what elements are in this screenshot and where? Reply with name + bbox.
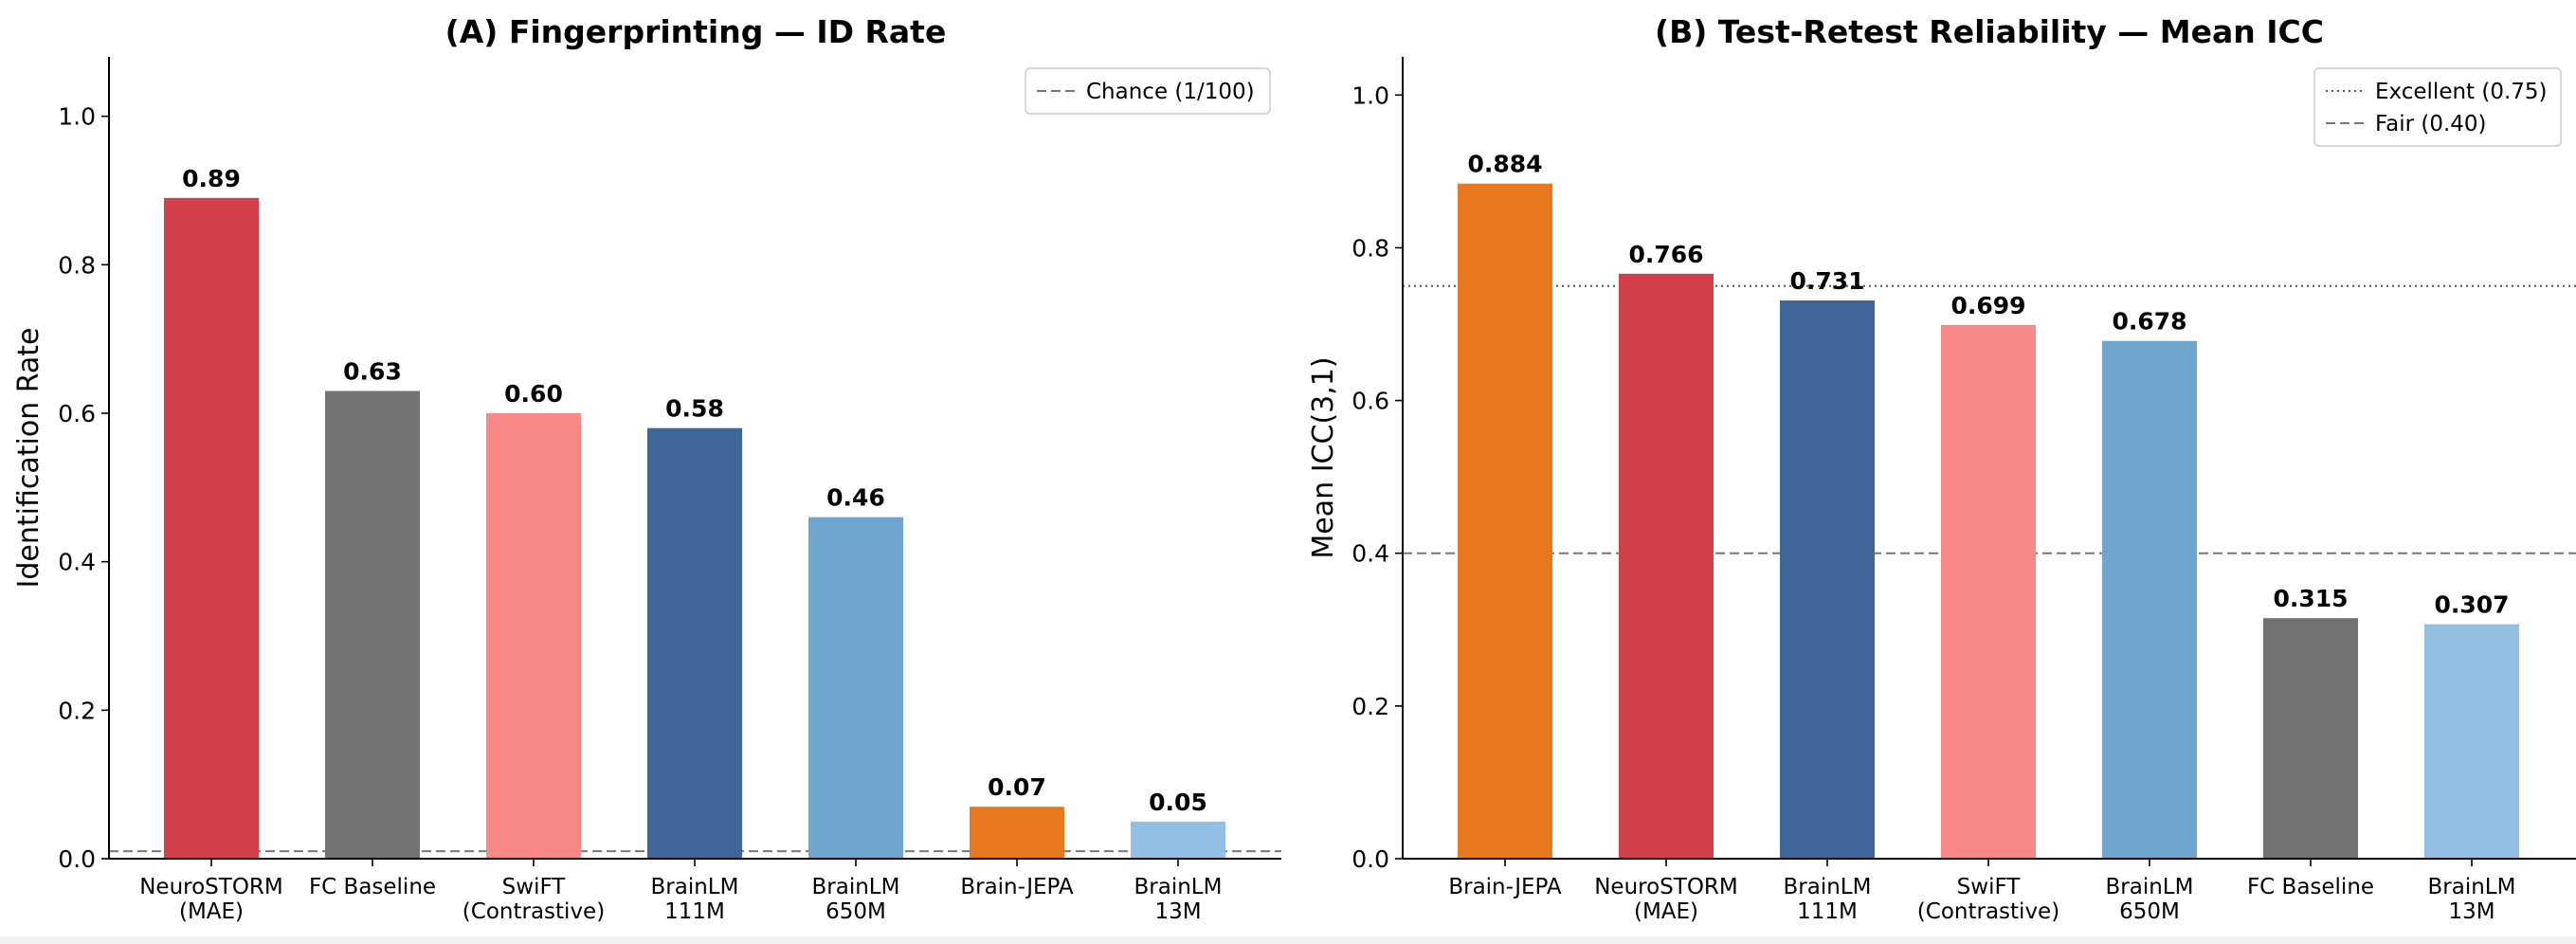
chart-1-category-label-4-line-0: BrainLM <box>2106 875 2194 899</box>
chart-0-y-tick-label-4: 0.8 <box>58 251 96 279</box>
chart-1-legend-box <box>2313 67 2562 147</box>
chart-0-bar-3 <box>647 427 742 859</box>
chart-0-title: (A) Fingerprinting — ID Rate <box>445 13 947 50</box>
chart-0-value-label-0: 0.89 <box>182 165 241 192</box>
chart-0-bar-2 <box>486 413 581 859</box>
chart-0-y-tick-label-3: 0.6 <box>58 400 96 427</box>
chart-0-bar-6 <box>1131 821 1225 859</box>
chart-1-y-tick-label-4: 0.8 <box>1351 234 1389 262</box>
chart-0-value-label-5: 0.07 <box>988 773 1046 801</box>
chart-0-ylabel: Identification Rate <box>12 327 45 588</box>
chart-1-legend-label-0: Excellent (0.75) <box>2375 80 2548 104</box>
chart-1-category-label-1-line-1: (MAE) <box>1634 899 1698 924</box>
chart-0-category-label-1-line-0: FC Baseline <box>309 875 436 899</box>
chart-1-category-label-1-line-0: NeuroSTORM <box>1594 875 1738 899</box>
chart-1-bar-3 <box>1941 324 2036 859</box>
chart-0-category-label-3-line-1: 111M <box>664 899 725 924</box>
chart-1-y-tick-label-2: 0.4 <box>1351 540 1389 568</box>
chart-0-y-tick-label-1: 0.2 <box>58 697 96 724</box>
chart-0-legend-label-0: Chance (1/100) <box>1086 80 1255 104</box>
chart-1-category-label-5-line-0: FC Baseline <box>2247 875 2374 899</box>
chart-0-category-label-6-line-0: BrainLM <box>1134 875 1223 899</box>
chart-0-category-label-0-line-0: NeuroSTORM <box>139 875 283 899</box>
chart-1-bar-2 <box>1780 300 1875 860</box>
chart-1-legend-label-1: Fair (0.40) <box>2375 112 2487 136</box>
chart-0-category-label-6-line-1: 13M <box>1154 899 1201 924</box>
chart-0-category-label-4-line-1: 650M <box>825 899 886 924</box>
chart-0-bar-1 <box>325 390 420 859</box>
chart-1-value-label-0: 0.884 <box>1467 151 1542 178</box>
chart-1-value-label-6: 0.307 <box>2434 591 2509 619</box>
chart-1-bar-4 <box>2102 340 2197 859</box>
chart-1-bar-5 <box>2263 618 2358 859</box>
chart-0-value-label-4: 0.46 <box>826 484 885 512</box>
chart-1-bar-6 <box>2424 624 2519 859</box>
chart-0-y-tick-label-2: 0.4 <box>58 549 96 576</box>
chart-0-category-label-4-line-0: BrainLM <box>812 875 900 899</box>
chart-1-value-label-4: 0.678 <box>2112 308 2186 336</box>
chart-1-category-label-0-line-0: Brain-JEPA <box>1448 875 1562 899</box>
chart-0-category-label-2-line-0: SwiFT <box>502 875 567 899</box>
chart-1-category-label-6-line-1: 13M <box>2448 899 2494 924</box>
chart-0-y-tick-label-0: 0.0 <box>58 845 96 873</box>
chart-0-bar-0 <box>164 197 259 860</box>
chart-0-value-label-2: 0.60 <box>504 380 563 408</box>
chart-1-value-label-2: 0.731 <box>1789 267 1864 295</box>
chart-0-category-label-5-line-0: Brain-JEPA <box>960 875 1074 899</box>
chart-0-bar-5 <box>970 807 1064 859</box>
chart-0-legend-box <box>1025 67 1271 115</box>
chart-0-category-label-2-line-1: (Contrastive) <box>463 899 605 924</box>
chart-1-value-label-3: 0.699 <box>1950 292 2025 319</box>
chart-0-bar-4 <box>808 517 903 859</box>
chart-0-y-tick-label-5: 1.0 <box>58 103 96 131</box>
chart-0-value-label-6: 0.05 <box>1149 789 1207 816</box>
chart-1-y-tick-label-5: 1.0 <box>1351 82 1389 109</box>
chart-1-category-label-4-line-1: 650M <box>2119 899 2180 924</box>
chart-0-category-label-0-line-1: (MAE) <box>179 899 244 924</box>
chart-0-value-label-3: 0.58 <box>665 395 724 423</box>
chart-0-category-label-3-line-0: BrainLM <box>651 875 739 899</box>
chart-1-category-label-2-line-1: 111M <box>1797 899 1858 924</box>
chart-0-value-label-1: 0.63 <box>343 358 402 386</box>
chart-1-bar-1 <box>1619 273 1714 859</box>
chart-1-category-label-6-line-0: BrainLM <box>2428 875 2516 899</box>
chart-1-value-label-5: 0.315 <box>2273 585 2348 612</box>
chart-1-y-tick-label-1: 0.2 <box>1351 693 1389 720</box>
chart-1-category-label-3-line-0: SwiFT <box>1957 875 2022 899</box>
chart-1-y-tick-label-3: 0.6 <box>1351 388 1389 415</box>
chart-1-category-label-3-line-1: (Contrastive) <box>1917 899 2059 924</box>
chart-1-value-label-1: 0.766 <box>1628 241 1703 268</box>
chart-1-title: (B) Test-Retest Reliability — Mean ICC <box>1655 13 2324 50</box>
chart-1-category-label-2-line-0: BrainLM <box>1784 875 1872 899</box>
chart-1-y-tick-label-0: 0.0 <box>1351 845 1389 873</box>
chart-1-bar-0 <box>1458 183 1552 860</box>
chart-1-ylabel: Mean ICC(3,1) <box>1307 356 1340 558</box>
